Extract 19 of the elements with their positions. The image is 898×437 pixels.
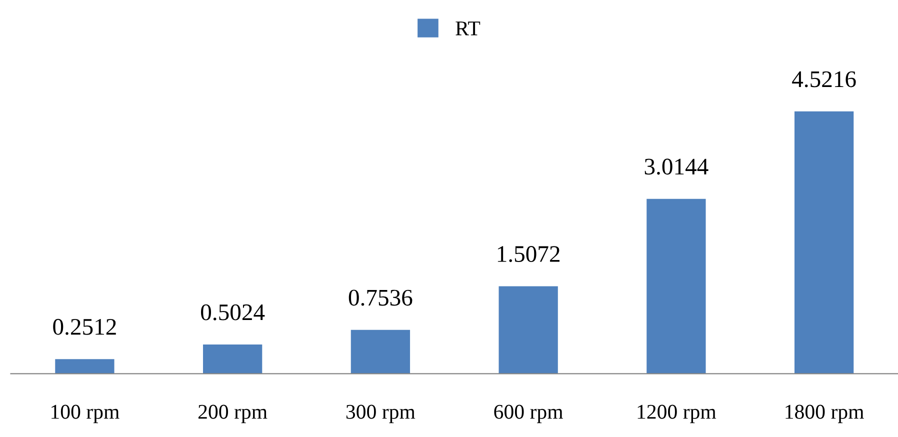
- data-label: 0.2512: [53, 318, 116, 335]
- data-label: 1.5072: [498, 246, 560, 262]
- x-tick-label: 200 rpm: [198, 404, 268, 424]
- bar: [203, 344, 262, 374]
- x-tick-label: 1200 rpm: [638, 404, 716, 424]
- data-label: 0.5024: [201, 304, 265, 320]
- data-label: 0.7536: [348, 290, 412, 306]
- data-label: 4.5216: [792, 71, 856, 88]
- x-tick-label: 100 rpm: [52, 404, 120, 424]
- data-label: 3.0144: [644, 158, 708, 175]
- x-tick-label: 1800 rpm: [786, 404, 864, 424]
- bar: [498, 286, 558, 374]
- bar: [794, 111, 854, 374]
- bar: [55, 359, 114, 374]
- bar: [646, 198, 706, 374]
- x-tick-label: 300 rpm: [346, 404, 416, 424]
- x-tick-label: 600 rpm: [494, 404, 564, 424]
- legend-label: RT: [456, 22, 480, 36]
- bar: [350, 330, 410, 374]
